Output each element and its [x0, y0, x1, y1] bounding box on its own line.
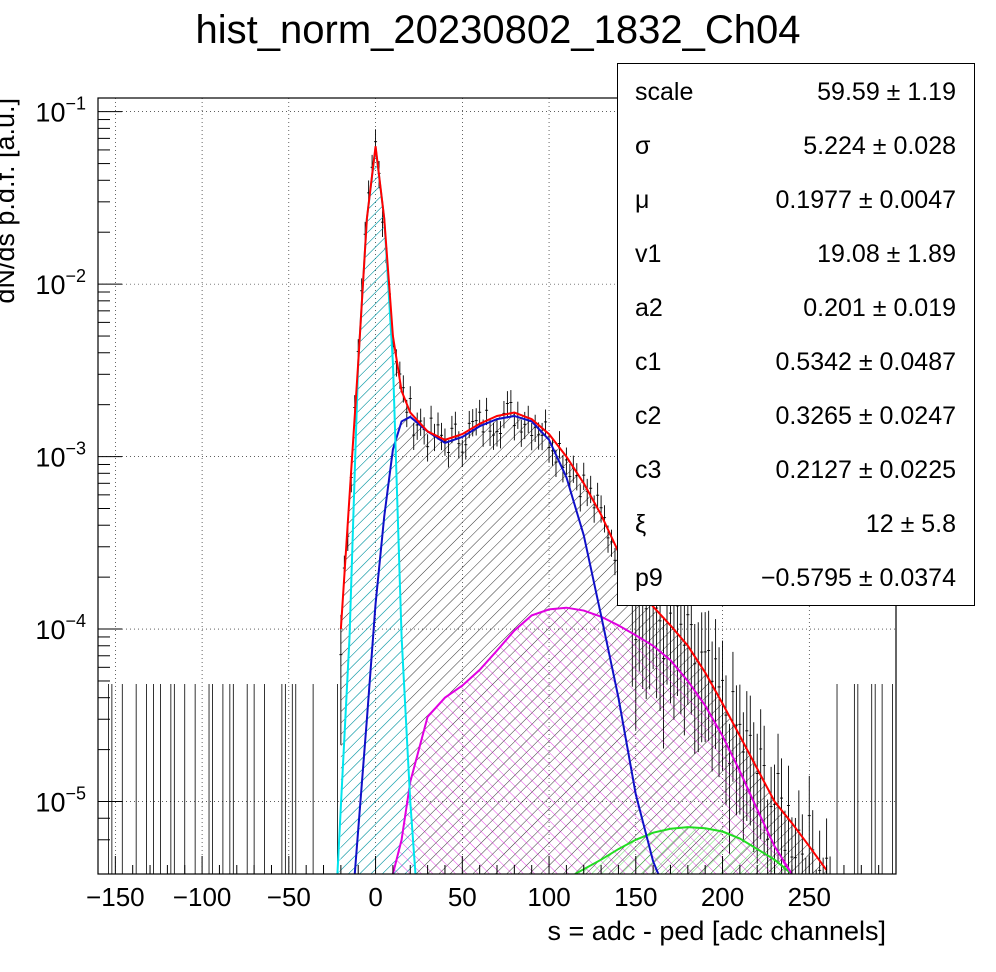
fit-parameter-name: c2 [635, 402, 662, 430]
fit-parameter-row: c2 0.3265 ± 0.0247 [618, 388, 974, 442]
y-tick-exponent: −1 [65, 94, 86, 114]
fit-parameter-name: c3 [635, 456, 662, 484]
y-tick-label: 10−3 [35, 439, 86, 473]
two-pe-curve [391, 606, 793, 874]
fit-parameter-value: 0.3265 ± 0.0247 [775, 402, 956, 430]
fit-parameter-row: c1 0.5342 ± 0.0487 [618, 334, 974, 388]
y-axis-label: dN/ds p.d.f. [a.u.] [0, 98, 20, 304]
y-tick-exponent: −5 [65, 784, 86, 804]
y-tick-exponent: −2 [65, 266, 86, 286]
fit-parameter-name: ξ [635, 510, 647, 538]
x-tick-label: 0 [368, 882, 382, 912]
fit-parameter-row: scale 59.59 ± 1.19 [618, 64, 974, 118]
fit-parameter-value: 0.2127 ± 0.0225 [775, 456, 956, 484]
x-tick-label: −50 [267, 882, 311, 912]
fit-parameter-name: p9 [635, 564, 663, 592]
fit-parameter-value: 59.59 ± 1.19 [817, 78, 956, 106]
fit-parameter-value: 5.224 ± 0.028 [803, 132, 956, 160]
fit-parameter-name: scale [635, 78, 694, 106]
fit-parameter-name: c1 [635, 348, 662, 376]
fit-parameter-name: σ [635, 132, 651, 160]
y-tick-label: 10−1 [35, 94, 86, 128]
x-tick-label: 50 [448, 882, 477, 912]
x-tick-label: 200 [701, 882, 744, 912]
fit-parameter-value: 0.201 ± 0.019 [803, 294, 956, 322]
fit-parameter-row: μ 0.1977 ± 0.0047 [618, 172, 974, 226]
fit-parameter-value: −0.5795 ± 0.0374 [760, 564, 956, 592]
y-tick-label: 10−5 [35, 784, 86, 818]
fit-parameter-name: v1 [635, 240, 662, 268]
y-tick-exponent: −3 [65, 439, 86, 459]
three-pe-curve [574, 826, 793, 874]
chart-title: hist_norm_20230802_1832_Ch04 [195, 8, 801, 52]
three-pe-fill [575, 827, 792, 874]
two-pe-fill [392, 607, 792, 874]
pedestal-fill [337, 147, 416, 874]
y-tick-base: 10 [35, 615, 65, 645]
fit-parameter-row: σ 5.224 ± 0.028 [618, 118, 974, 172]
fit-parameters-box: scale 59.59 ± 1.19 σ 5.224 ± 0.028 μ 0.1977 ±… [617, 63, 975, 606]
fit-parameter-row: c3 0.2127 ± 0.0225 [618, 442, 974, 496]
fit-parameter-row: a2 0.201 ± 0.019 [618, 280, 974, 334]
fit-parameter-row: p9 −0.5795 ± 0.0374 [618, 550, 974, 604]
fit-parameter-row: ξ 12 ± 5.8 [618, 496, 974, 550]
fit-parameter-value: 19.08 ± 1.89 [817, 240, 956, 268]
y-tick-base: 10 [35, 443, 65, 473]
fit-parameter-name: μ [635, 186, 650, 214]
y-tick-label: 10−2 [35, 266, 86, 300]
x-tick-label: 100 [527, 882, 570, 912]
one-pe-curve [353, 414, 660, 874]
fit-parameter-name: a2 [635, 294, 663, 322]
x-tick-label: 150 [614, 882, 657, 912]
fit-parameter-value: 12 ± 5.8 [865, 510, 956, 538]
fit-parameter-value: 0.5342 ± 0.0487 [775, 348, 956, 376]
y-tick-base: 10 [35, 270, 65, 300]
x-tick-label: 250 [788, 882, 831, 912]
total-fit-curve [339, 146, 828, 871]
y-tick-base: 10 [35, 98, 65, 128]
x-tick-label: −100 [173, 882, 232, 912]
y-tick-base: 10 [35, 788, 65, 818]
x-tick-label: −150 [86, 882, 145, 912]
y-tick-label: 10−4 [35, 611, 86, 645]
fit-parameter-value: 0.1977 ± 0.0047 [775, 186, 956, 214]
fit-parameter-row: v1 19.08 ± 1.89 [618, 226, 974, 280]
y-tick-exponent: −4 [65, 611, 86, 631]
x-axis-label: s = adc - ped [adc channels] [548, 916, 886, 946]
